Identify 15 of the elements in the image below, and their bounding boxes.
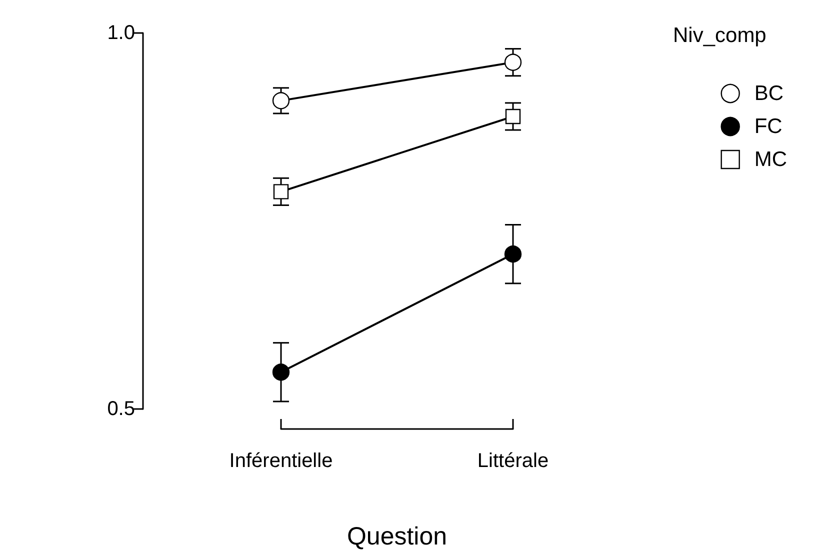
y-tick-label: 1.0: [107, 22, 135, 44]
point: [273, 184, 289, 200]
point: [504, 54, 522, 71]
legend-title: Niv_comp: [673, 24, 766, 47]
legend-label: BC: [754, 82, 784, 105]
x-axis-title: Question: [346, 522, 448, 550]
point: [272, 364, 290, 381]
x-tick-label: Inférentielle: [229, 450, 333, 472]
x-tick-label: Littérale: [477, 450, 549, 472]
point: [504, 245, 522, 263]
y-tick-label: 0.5: [107, 398, 135, 420]
legend-label: FC: [754, 115, 782, 138]
legend-label: MC: [754, 148, 788, 171]
point: [272, 92, 290, 110]
point: [505, 108, 521, 124]
